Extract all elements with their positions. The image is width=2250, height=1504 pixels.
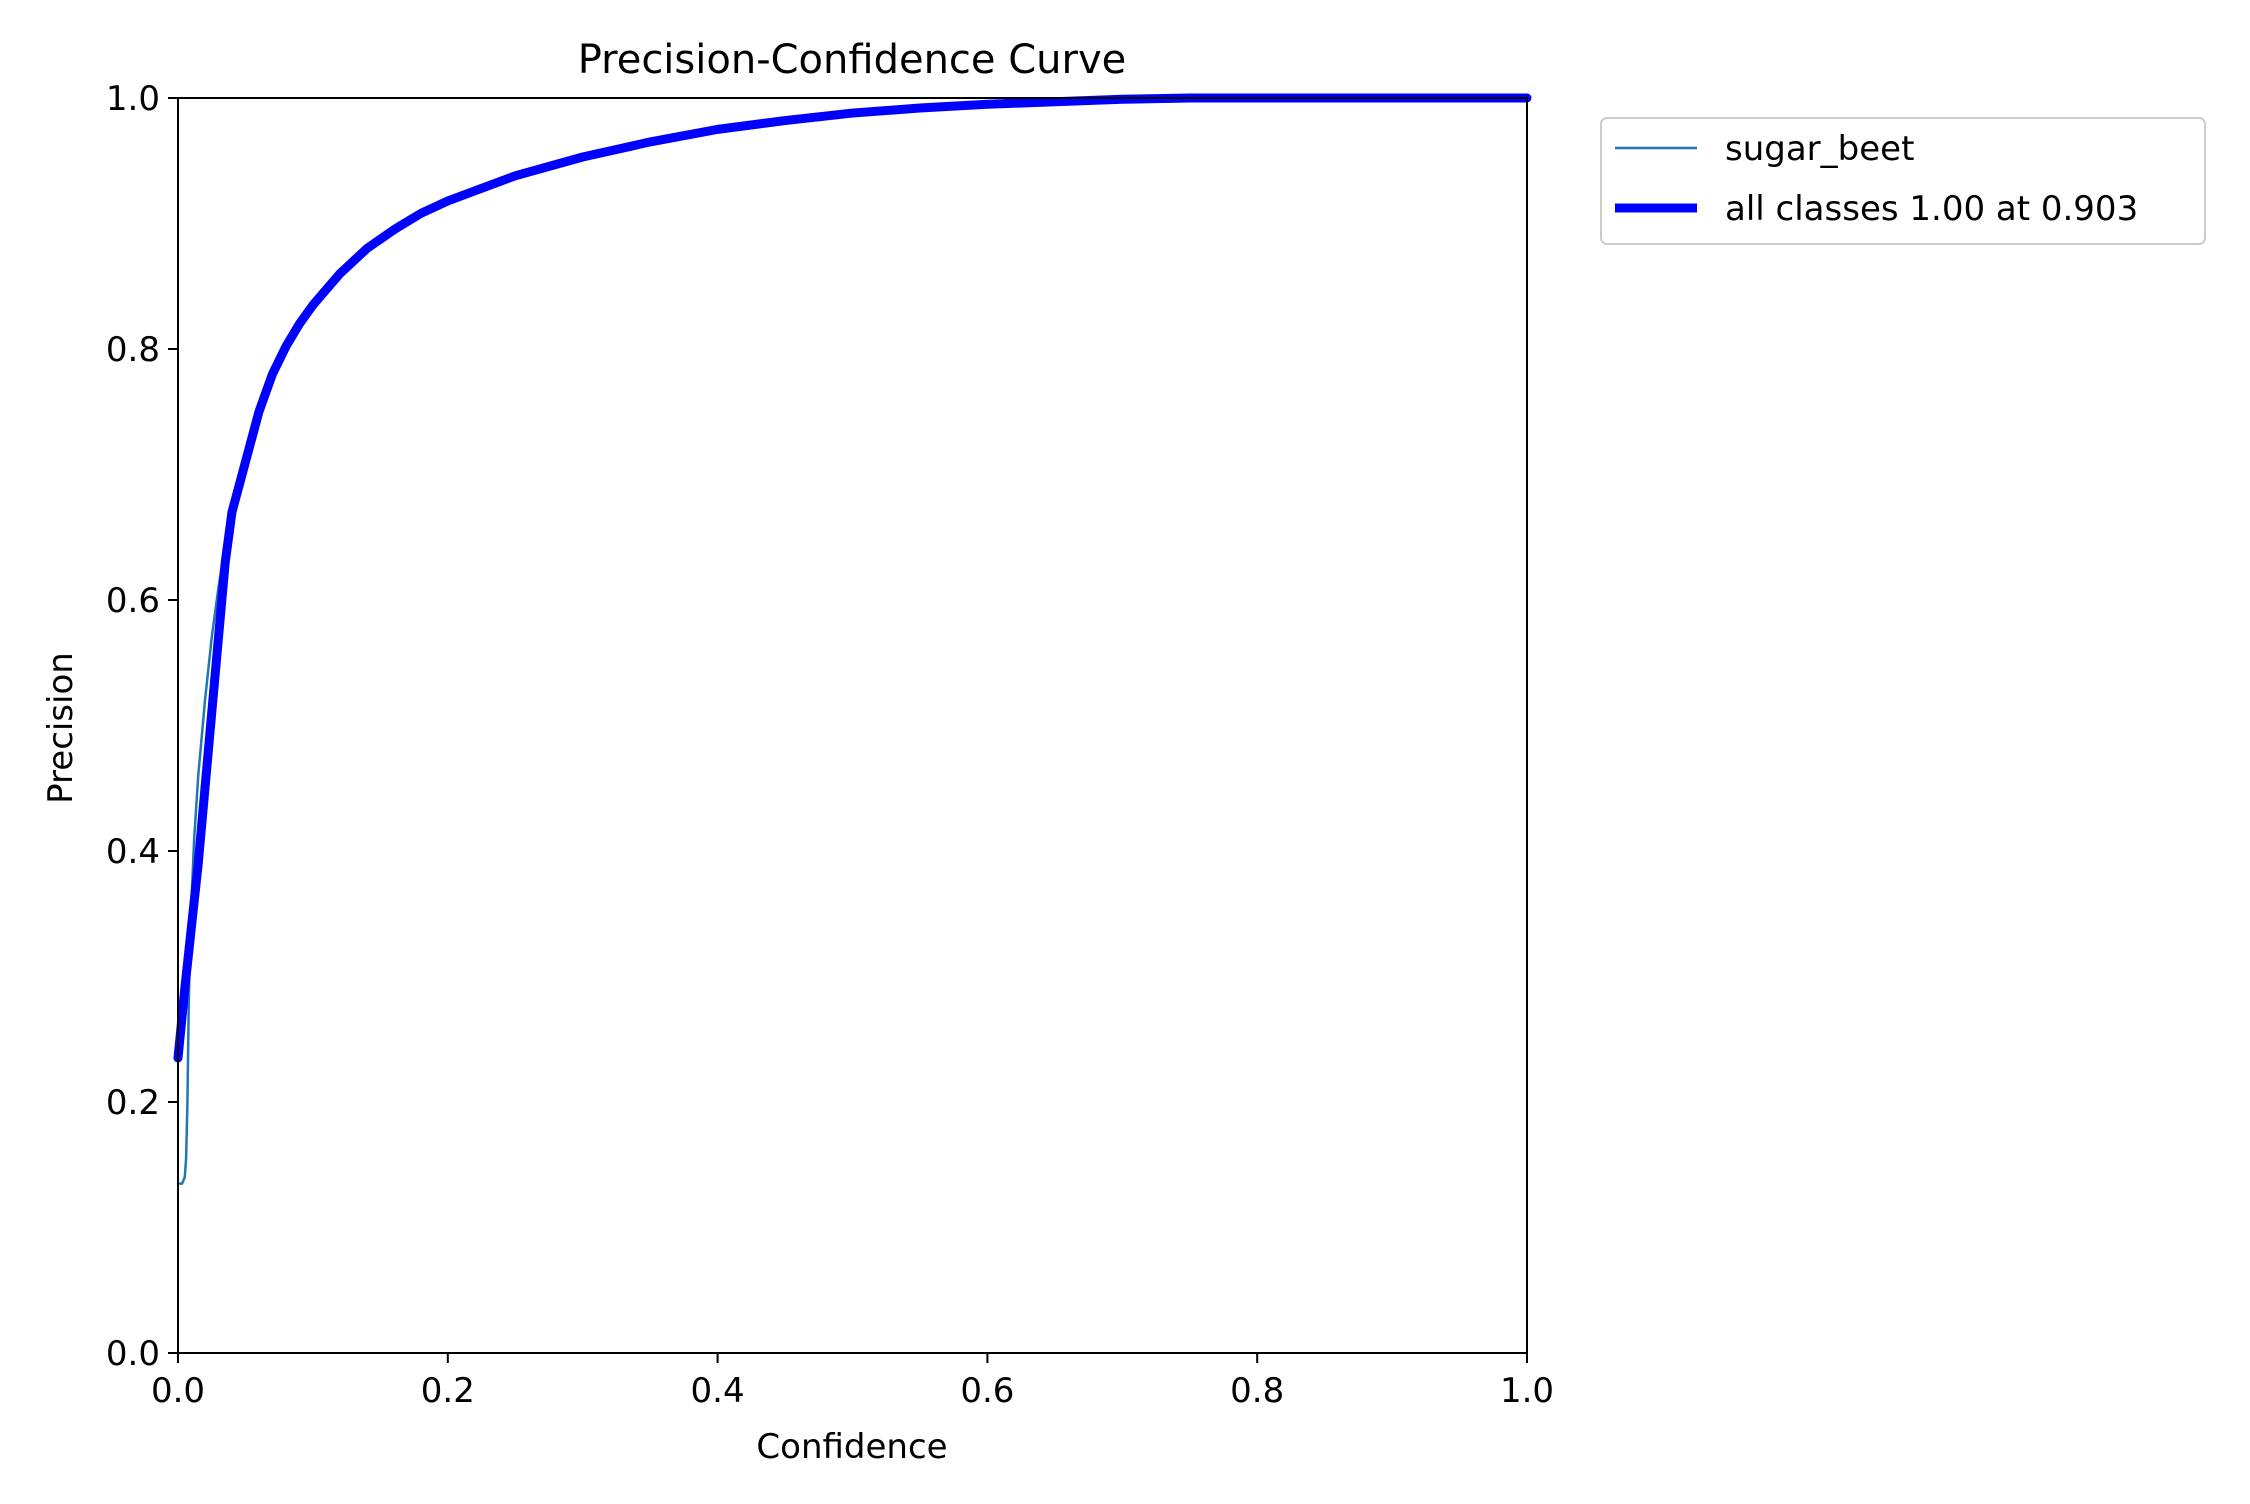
y-tick-label: 1.0 <box>106 79 160 119</box>
x-tick-label: 0.4 <box>691 1371 745 1411</box>
plot-frame <box>177 97 1528 1354</box>
x-tick-label: 0.6 <box>960 1371 1014 1411</box>
legend-box <box>1600 117 2206 245</box>
chart-title: Precision-Confidence Curve <box>578 37 1127 83</box>
y-tick-label: 0.0 <box>106 1334 160 1374</box>
x-tick-label: 0.2 <box>421 1371 475 1411</box>
y-tick-label: 0.2 <box>106 1083 160 1123</box>
x-tick-label: 1.0 <box>1500 1371 1554 1411</box>
x-axis-label: Confidence <box>756 1427 947 1467</box>
series-layer <box>173 93 1532 1185</box>
legend-label-all-classes: all classes 1.00 at 0.903 <box>1725 189 2138 229</box>
y-axis-label: Precision <box>41 652 81 804</box>
y-tick-label: 0.6 <box>106 581 160 621</box>
y-axis-ticks: 0.0 0.2 0.4 0.6 0.8 1.0 <box>106 79 178 1374</box>
y-tick-label: 0.8 <box>106 330 160 370</box>
x-axis-ticks: 0.0 0.2 0.4 0.6 0.8 1.0 <box>151 1353 1554 1411</box>
y-tick-label: 0.4 <box>106 832 160 872</box>
x-tick-label: 0.0 <box>151 1371 205 1411</box>
legend-label-sugar-beet: sugar_beet <box>1725 129 1914 169</box>
x-tick-label: 0.8 <box>1230 1371 1284 1411</box>
series-line-all-classes <box>173 93 1532 1063</box>
